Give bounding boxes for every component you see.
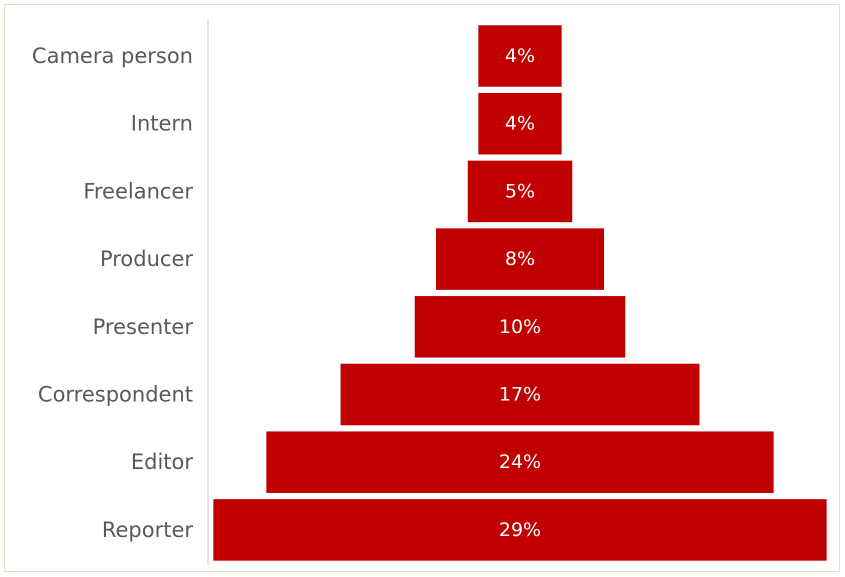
data-label-camera-person: 4% — [505, 45, 535, 67]
bar-camera-person — [476, 23, 564, 89]
category-label-reporter: Reporter — [102, 518, 194, 542]
category-label-freelancer: Freelancer — [83, 179, 193, 203]
category-label-producer: Producer — [100, 247, 193, 271]
bar-freelancer — [466, 159, 574, 224]
bars-group — [211, 23, 829, 563]
data-label-editor: 24% — [499, 451, 541, 473]
category-labels-group: Camera person Intern Freelancer Producer Pre… — [32, 44, 193, 542]
bar-intern — [476, 91, 564, 156]
data-label-presenter: 10% — [499, 316, 541, 338]
category-label-intern: Intern — [131, 112, 193, 136]
bar-editor — [264, 429, 776, 495]
data-label-intern: 4% — [505, 113, 535, 135]
bar-producer — [434, 226, 606, 292]
category-label-presenter: Presenter — [93, 315, 194, 339]
data-label-correspondent: 17% — [499, 384, 541, 406]
data-label-producer: 8% — [505, 248, 535, 270]
bar-presenter — [413, 294, 627, 360]
bar-reporter — [211, 497, 829, 563]
data-label-reporter: 29% — [499, 519, 541, 541]
data-labels-group: 4% 4% 5% 8% 10% 17% 24% 29% — [499, 45, 541, 541]
bar-correspondent — [339, 362, 701, 427]
category-label-editor: Editor — [131, 450, 194, 474]
category-label-correspondent: Correspondent — [38, 383, 193, 407]
category-label-camera-person: Camera person — [32, 44, 193, 68]
data-label-freelancer: 5% — [505, 180, 535, 202]
